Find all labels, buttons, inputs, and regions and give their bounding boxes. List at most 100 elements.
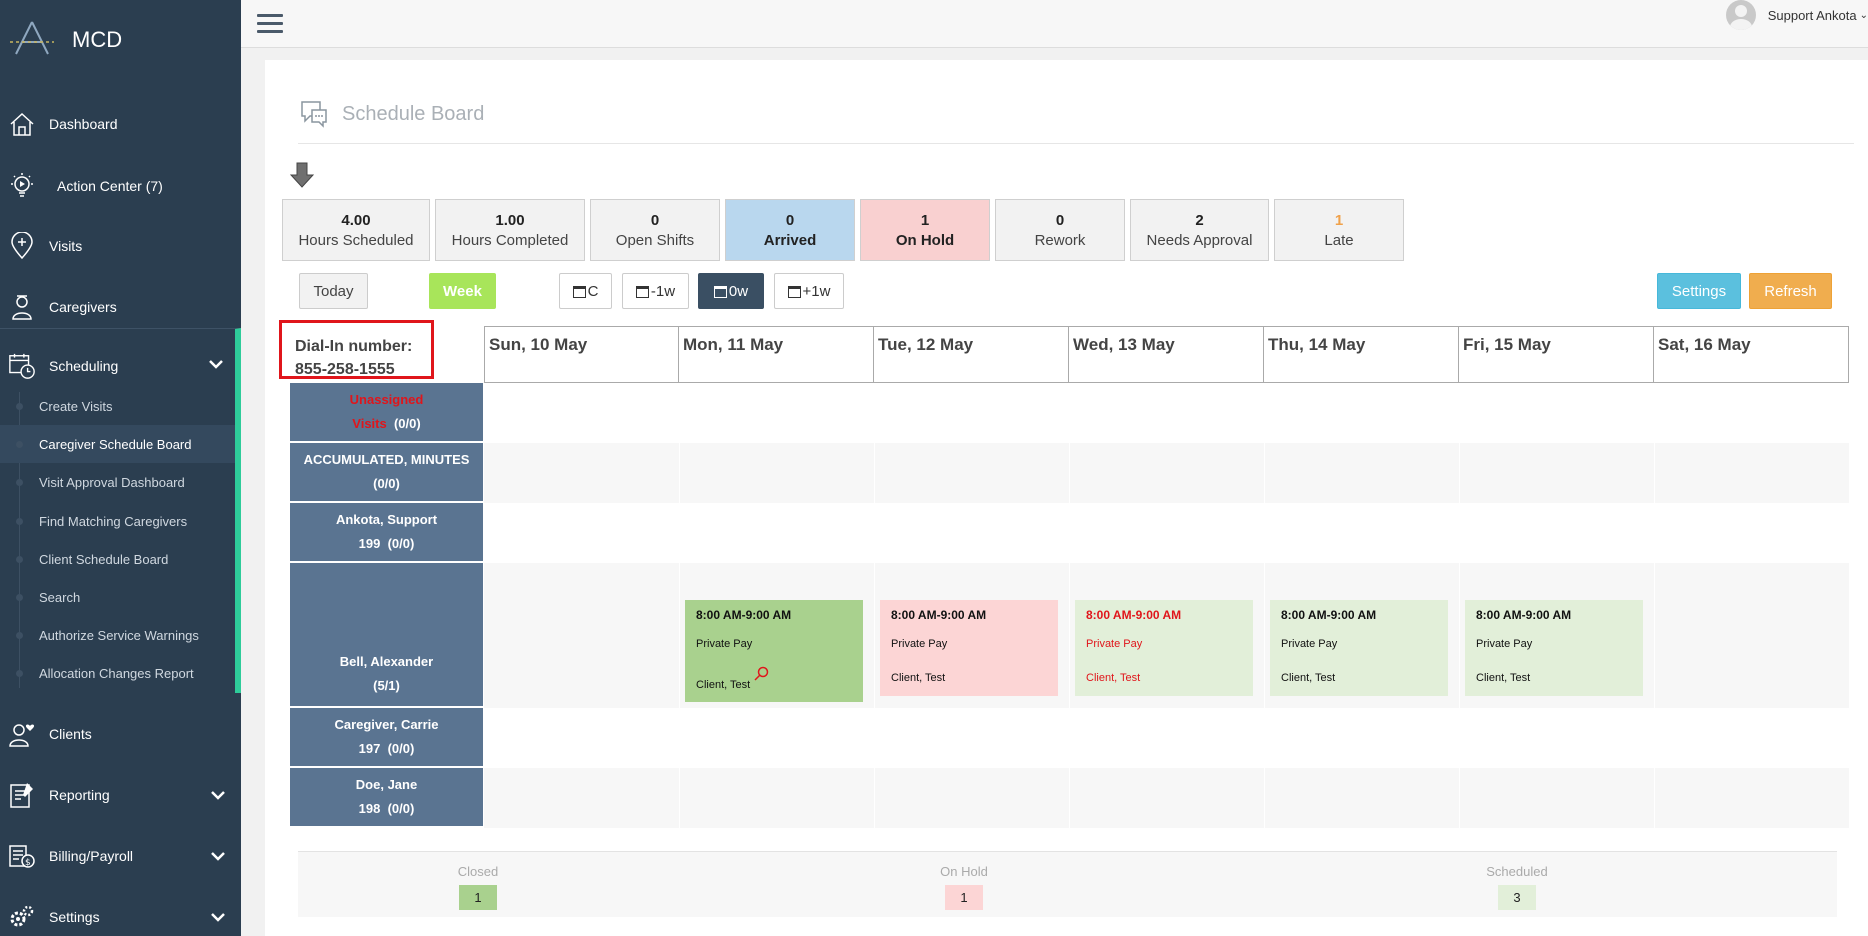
hamburger-menu-icon[interactable] <box>257 14 283 34</box>
brand[interactable]: MCD <box>0 0 241 80</box>
sidebar-item-label: Scheduling <box>49 358 119 374</box>
submenu-create-visits[interactable]: Create Visits <box>0 387 235 425</box>
visit-payer: Private Pay <box>1476 638 1533 650</box>
bullet-dot-icon <box>16 479 23 486</box>
stat-label: Open Shifts <box>615 232 695 249</box>
week-button[interactable]: Week <box>429 273 496 309</box>
submenu-authorize-service-warnings[interactable]: Authorize Service Warnings <box>0 616 235 654</box>
stat-hours-completed[interactable]: 1.00 Hours Completed <box>435 199 585 261</box>
stat-hours-scheduled[interactable]: 4.00 Hours Scheduled <box>282 199 430 261</box>
visit-card[interactable]: 8:00 AM-9:00 AM Private Pay Client, Test <box>685 600 863 702</box>
stat-label: Hours Completed <box>451 232 569 249</box>
submenu-label: Find Matching Caregivers <box>39 513 188 529</box>
submenu-label: Create Visits <box>39 398 113 414</box>
map-pin-plus-icon <box>8 232 36 260</box>
row-label-accumulated[interactable]: ACCUMULATED, MINUTES (0/0) <box>290 443 483 503</box>
chevron-down-icon <box>209 356 223 372</box>
sidebar-item-label: Caregivers <box>49 299 117 315</box>
visit-card[interactable]: 8:00 AM-9:00 AM Private Pay Client, Test <box>1270 600 1448 696</box>
refresh-button[interactable]: Refresh <box>1749 273 1832 309</box>
app-name: MCD <box>72 27 123 52</box>
visit-time: 8:00 AM-9:00 AM <box>696 608 792 622</box>
row-label-ankota-support[interactable]: Ankota, Support 199 (0/0) <box>290 503 483 563</box>
row-cells <box>484 708 1849 768</box>
gears-icon <box>8 903 36 931</box>
sidebar-item-settings[interactable]: Settings <box>0 895 241 936</box>
sidebar-item-scheduling[interactable]: Scheduling <box>0 344 241 388</box>
visit-payer: Private Pay <box>1281 638 1338 650</box>
calendar-next-week-button[interactable]: +1w <box>774 273 844 309</box>
stat-value: 0 <box>650 212 660 229</box>
stat-value: 0 <box>1055 212 1065 229</box>
stat-value: 1.00 <box>495 212 525 229</box>
sidebar-item-clients[interactable]: Clients <box>0 712 241 756</box>
magnifier-icon[interactable] <box>753 666 769 691</box>
stat-open-shifts[interactable]: 0 Open Shifts <box>590 199 720 261</box>
submenu-find-matching-caregivers[interactable]: Find Matching Caregivers <box>0 502 235 540</box>
submenu-allocation-changes-report[interactable]: Allocation Changes Report <box>0 654 235 692</box>
submenu-label: Allocation Changes Report <box>39 665 194 681</box>
calendar-prev-week-button[interactable]: -1w <box>622 273 689 309</box>
billing-icon: $ <box>8 842 36 870</box>
submenu-client-schedule-board[interactable]: Client Schedule Board <box>0 540 235 578</box>
legend-count: 3 <box>1498 885 1536 910</box>
legend-label: On Hold <box>940 864 988 879</box>
download-arrow-icon[interactable] <box>289 161 315 192</box>
sidebar-item-label: Reporting <box>49 787 110 803</box>
submenu-search[interactable]: Search <box>0 578 235 616</box>
calendar-icon <box>635 286 649 298</box>
topbar: Support Ankota ⌄ <box>241 0 1868 48</box>
day-header-sun: Sun, 10 May <box>484 326 679 383</box>
button-label: +1w <box>802 282 831 300</box>
row-label-doe-jane[interactable]: Doe, Jane 198 (0/0) <box>290 768 483 828</box>
row-label-bell-alexander[interactable]: Bell, Alexander (5/1) <box>290 563 483 708</box>
sidebar-item-action-center[interactable]: Action Center (7) <box>0 164 241 208</box>
visit-card[interactable]: 8:00 AM-9:00 AM Private Pay Client, Test <box>1075 600 1253 696</box>
sidebar-item-label: Settings <box>49 909 100 925</box>
calendar-current-button[interactable]: C <box>559 273 612 309</box>
stat-value: 2 <box>1195 212 1204 229</box>
legend-count: 1 <box>459 885 497 910</box>
column-divider <box>874 383 875 828</box>
sidebar-item-reporting[interactable]: Reporting <box>0 773 241 817</box>
sidebar-item-caregivers[interactable]: Caregivers <box>0 285 241 329</box>
calendar-clock-icon <box>8 352 36 380</box>
submenu-caregiver-schedule-board[interactable]: Caregiver Schedule Board <box>0 425 235 463</box>
sidebar-item-billing-payroll[interactable]: $ Billing/Payroll <box>0 834 241 878</box>
row-label-caregiver-carrie[interactable]: Caregiver, Carrie 197 (0/0) <box>290 708 483 768</box>
stat-label: On Hold <box>895 232 955 249</box>
column-divider <box>1459 383 1460 828</box>
sidebar: MCD Dashboard Action Center (7) Visits C… <box>0 0 241 936</box>
stat-value: 4.00 <box>341 212 371 229</box>
chevron-down-icon: ⌄ <box>1859 9 1868 21</box>
stat-value: 0 <box>785 212 795 229</box>
row-label-unassigned[interactable]: Unassigned Visits (0/0) <box>290 383 483 443</box>
calendar-this-week-button[interactable]: 0w <box>698 273 764 309</box>
today-button[interactable]: Today <box>299 273 368 309</box>
stat-late[interactable]: 1 Late <box>1274 199 1404 261</box>
client-heart-icon <box>8 720 36 748</box>
visit-card[interactable]: 8:00 AM-9:00 AM Private Pay Client, Test <box>880 600 1058 696</box>
stat-on-hold[interactable]: 1 On Hold <box>860 199 990 261</box>
button-label: -1w <box>650 282 676 300</box>
row-label-line2: (5/1) <box>373 678 400 693</box>
sidebar-item-dashboard[interactable]: Dashboard <box>0 102 241 146</box>
submenu-label: Authorize Service Warnings <box>39 627 199 643</box>
submenu-visit-approval-dashboard[interactable]: Visit Approval Dashboard <box>0 463 235 501</box>
day-header-wed: Wed, 13 May <box>1069 326 1264 383</box>
user-menu[interactable]: Support Ankota ⌄ <box>1725 0 1868 30</box>
stat-rework[interactable]: 0 Rework <box>995 199 1125 261</box>
day-header-fri: Fri, 15 May <box>1459 326 1654 383</box>
stat-needs-approval[interactable]: 2 Needs Approval <box>1130 199 1269 261</box>
page-title: Schedule Board <box>342 102 485 125</box>
sidebar-item-visits[interactable]: Visits <box>0 224 241 268</box>
day-header-tue: Tue, 12 May <box>874 326 1069 383</box>
column-divider <box>1654 383 1655 828</box>
legend-closed: Closed 1 <box>448 864 508 910</box>
day-header-sat: Sat, 16 May <box>1654 326 1849 383</box>
stat-label: Hours Scheduled <box>298 232 414 249</box>
stat-arrived[interactable]: 0 Arrived <box>725 199 855 261</box>
visit-card[interactable]: 8:00 AM-9:00 AM Private Pay Client, Test <box>1465 600 1643 696</box>
mcd-logo-icon <box>10 21 54 55</box>
settings-button[interactable]: Settings <box>1657 273 1741 309</box>
